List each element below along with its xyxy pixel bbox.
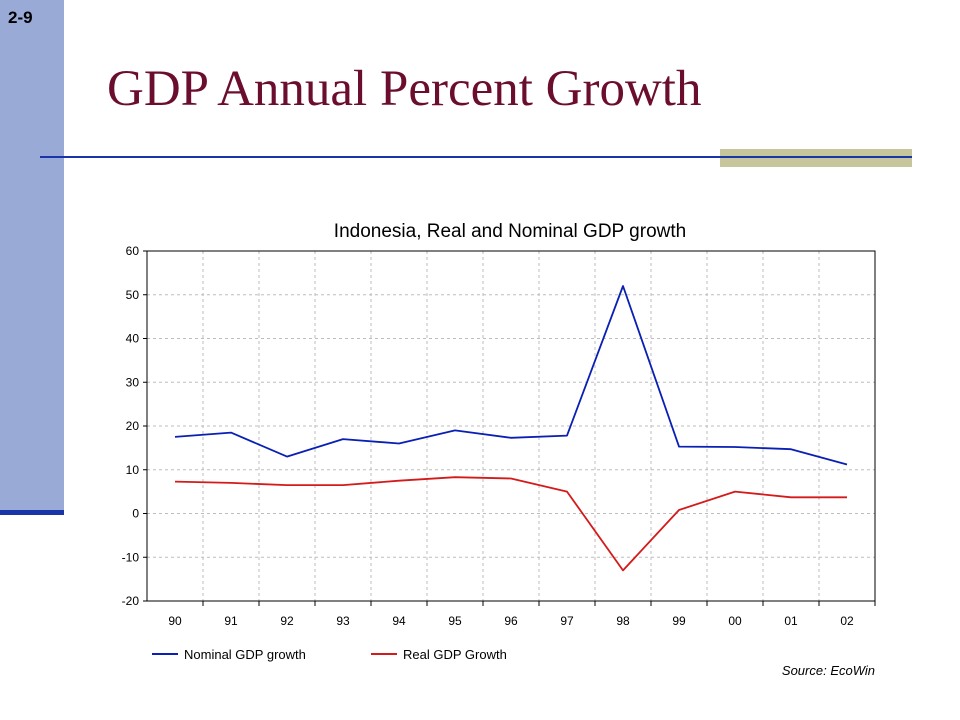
chart-source: Source: EcoWin bbox=[782, 663, 875, 678]
side-bar-accent bbox=[0, 510, 64, 515]
y-tick-label: 60 bbox=[126, 244, 140, 258]
y-tick-label: 20 bbox=[126, 419, 140, 433]
x-tick-label: 92 bbox=[280, 614, 294, 628]
x-tick-label: 00 bbox=[728, 614, 742, 628]
x-tick-label: 94 bbox=[392, 614, 406, 628]
series-line-real-gdp-growth bbox=[174, 476, 847, 572]
y-tick-label: -20 bbox=[122, 594, 140, 608]
legend-label: Real GDP Growth bbox=[403, 647, 507, 662]
slide-number: 2-9 bbox=[8, 8, 33, 27]
title-rule bbox=[40, 156, 912, 158]
x-tick-label: 01 bbox=[784, 614, 798, 628]
y-tick-label: 40 bbox=[126, 332, 140, 346]
x-tick-label: 98 bbox=[616, 614, 630, 628]
x-axis: 90 91 92 93 94 95 96 97 98 99 00 01 02 bbox=[168, 601, 876, 628]
x-tick-label: 93 bbox=[336, 614, 350, 628]
series-layer bbox=[174, 285, 848, 572]
series-line-nominal-gdp-growth bbox=[174, 285, 848, 466]
x-tick-label: 90 bbox=[168, 614, 182, 628]
y-tick-label: 50 bbox=[126, 288, 140, 302]
title-rule-box bbox=[720, 149, 912, 167]
y-tick-label: -10 bbox=[122, 550, 140, 564]
x-tick-label: 97 bbox=[560, 614, 574, 628]
chart-title: Indonesia, Real and Nominal GDP growth bbox=[334, 221, 686, 242]
slide-title: GDP Annual Percent Growth bbox=[107, 61, 702, 117]
y-tick-label: 30 bbox=[126, 375, 140, 389]
x-tick-label: 99 bbox=[672, 614, 686, 628]
x-tick-label: 02 bbox=[840, 614, 854, 628]
legend: Nominal GDP growth Real GDP Growth bbox=[152, 647, 507, 662]
y-axis: 60 50 40 30 20 10 0 -10 -20 bbox=[122, 244, 147, 608]
x-tick-label: 96 bbox=[504, 614, 518, 628]
side-bar bbox=[0, 0, 64, 512]
y-tick-label: 10 bbox=[126, 463, 140, 477]
grid-layer bbox=[147, 251, 875, 601]
x-tick-label: 91 bbox=[224, 614, 238, 628]
legend-label: Nominal GDP growth bbox=[184, 647, 306, 662]
y-tick-label: 0 bbox=[132, 507, 139, 521]
x-tick-label: 95 bbox=[448, 614, 462, 628]
